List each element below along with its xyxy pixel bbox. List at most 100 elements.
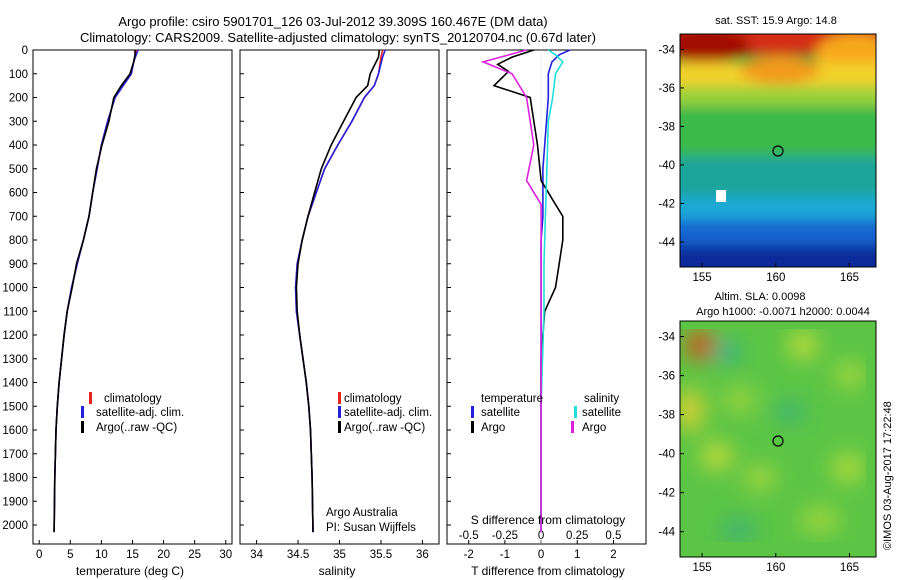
series-line-2 (295, 49, 381, 533)
depth-tick-label: 900 (9, 259, 28, 271)
depth-tick-label: 1500 (2, 401, 28, 413)
sla-patch-lime-4 (832, 454, 864, 482)
map-x-tick-label: 160 (766, 272, 785, 284)
figure-title-line1: Argo profile: csiro 5901701_126 03-Jul-2… (118, 14, 547, 29)
x-tick-label: 30 (219, 549, 232, 561)
legend-swatch-climatology (89, 392, 92, 404)
map-x-tick-label: 155 (693, 562, 712, 574)
depth-tick-label: 700 (9, 211, 28, 223)
depth-tick-label: 1000 (2, 283, 28, 295)
depth-tick-label: 400 (9, 140, 28, 152)
sla-map-subtitle: Argo h1000: -0.0071 h2000: 0.0044 (696, 306, 870, 318)
map-y-tick-label: -40 (658, 160, 675, 172)
sst-argo-marker (772, 145, 784, 157)
legend-label-argo: Argo(..raw -QC) (96, 422, 177, 434)
salinity-xlabel: salinity (319, 564, 356, 578)
depth-tick-label: 1100 (3, 306, 28, 318)
x-tick-label: 20 (157, 549, 170, 561)
map-x-tick-label: 165 (840, 562, 859, 574)
top-x-tick-label: 0.5 (605, 530, 621, 542)
depth-tick-label: 300 (9, 116, 28, 128)
depth-tick-label: 1600 (2, 425, 28, 437)
x-tick-label: 10 (95, 549, 108, 561)
temperature-legend: climatology satellite-adj. clim. Argo(..… (81, 392, 184, 434)
legend-swatch-climatology (338, 392, 341, 404)
x-tick-label: 34.5 (287, 549, 309, 561)
x-tick-label: -1 (500, 549, 510, 561)
x-tick-label: 25 (188, 549, 201, 561)
legend-label-satellite: satellite-adj. clim. (96, 407, 184, 419)
salinity-legend: climatology satellite-adj. clim. Argo(..… (338, 392, 432, 434)
top-x-tick-label: -0.25 (492, 530, 518, 542)
legend-swatch-s-satellite (574, 406, 577, 418)
legend-swatch-satellite (81, 406, 84, 418)
depth-tick-label: 1200 (2, 330, 28, 342)
x-tick-label: 2 (610, 549, 616, 561)
map-y-tick-label: -42 (658, 198, 675, 210)
depth-tick-label: 500 (9, 164, 28, 176)
legend-swatch-t-satellite (471, 406, 474, 418)
depth-tick-label: 0 (22, 45, 28, 57)
temperature-profile-chart: 0100200300400500600700800900100011001200… (2, 45, 232, 561)
sst-band-blue (680, 220, 876, 245)
sst-band-cyan (680, 196, 876, 220)
depth-tick-label: 1700 (2, 449, 28, 461)
imos-stamp: ©IMOS 03-Aug-2017 17:22:48 (882, 401, 894, 550)
difference-top-xlabel: S difference from climatology (471, 513, 626, 527)
legend-label-s-satellite: satellite (582, 407, 621, 419)
legend-label-salinity: salinity (584, 393, 619, 405)
temperature-xlabel: temperature (deg C) (76, 564, 184, 578)
legend-label-s-argo: Argo (582, 422, 606, 434)
map-y-tick-label: -38 (658, 121, 675, 133)
difference-panel (446, 49, 647, 545)
map-x-tick-label: 155 (693, 272, 712, 284)
difference-legend: temperature satellite Argo salinity sate… (471, 393, 621, 434)
depth-tick-label: 100 (9, 69, 28, 81)
map-x-tick-label: 160 (766, 562, 785, 574)
legend-label-temperature: temperature (481, 393, 543, 405)
x-tick-label: 5 (67, 549, 73, 561)
credit-line-2: PI: Susan Wijffels (326, 522, 416, 534)
depth-tick-label: 1400 (2, 378, 28, 390)
depth-tick-label: 1800 (2, 473, 28, 485)
map-y-tick-label: -34 (658, 332, 675, 344)
sst-cloud-patch (716, 190, 726, 202)
x-tick-label: -2 (464, 549, 474, 561)
legend-label-argo: Argo(..raw -QC) (344, 422, 425, 434)
depth-tick-label: 2000 (2, 520, 28, 532)
sst-band-green (680, 106, 876, 156)
legend-swatch-satellite (338, 406, 341, 418)
sla-argo-marker (772, 435, 784, 447)
map-y-tick-label: -36 (658, 83, 675, 95)
top-x-tick-label: -0.5 (459, 530, 479, 542)
map-y-tick-label: -38 (658, 410, 675, 422)
sst-patch-yellow (740, 56, 820, 84)
top-x-tick-label: 0.25 (566, 530, 588, 542)
map-y-tick-label: -40 (658, 449, 675, 461)
legend-label-satellite: satellite-adj. clim. (344, 407, 432, 419)
map-y-tick-label: -36 (658, 371, 675, 383)
sla-map (680, 321, 876, 557)
series-line-2 (540, 49, 564, 533)
legend-label-t-argo: Argo (481, 422, 505, 434)
sla-patch-red (686, 329, 714, 361)
figure-title-line2: Climatology: CARS2009. Satellite-adjuste… (80, 30, 596, 45)
depth-tick-label: 800 (9, 235, 28, 247)
depth-tick-label: 600 (9, 188, 28, 200)
x-tick-label: 15 (126, 549, 139, 561)
sst-map-frame (679, 33, 877, 268)
sst-band-lightgreen (680, 86, 876, 106)
map-y-tick-label: -42 (658, 488, 675, 500)
legend-swatch-argo (338, 421, 341, 433)
legend-swatch-argo (81, 421, 84, 433)
x-tick-label: 0 (538, 549, 544, 561)
sst-band-darkblue (680, 245, 876, 267)
salinity-panel (239, 49, 440, 545)
difference-profile-chart: -2 -1 0 1 2-0.5 -0.25 0 0.25 0.5 (447, 49, 621, 561)
legend-label-climatology: climatology (344, 393, 402, 405)
map-y-tick-label: -34 (658, 44, 675, 56)
map-y-tick-label: -44 (658, 527, 675, 539)
temperature-panel (32, 49, 233, 545)
x-tick-label: 35.5 (370, 549, 392, 561)
